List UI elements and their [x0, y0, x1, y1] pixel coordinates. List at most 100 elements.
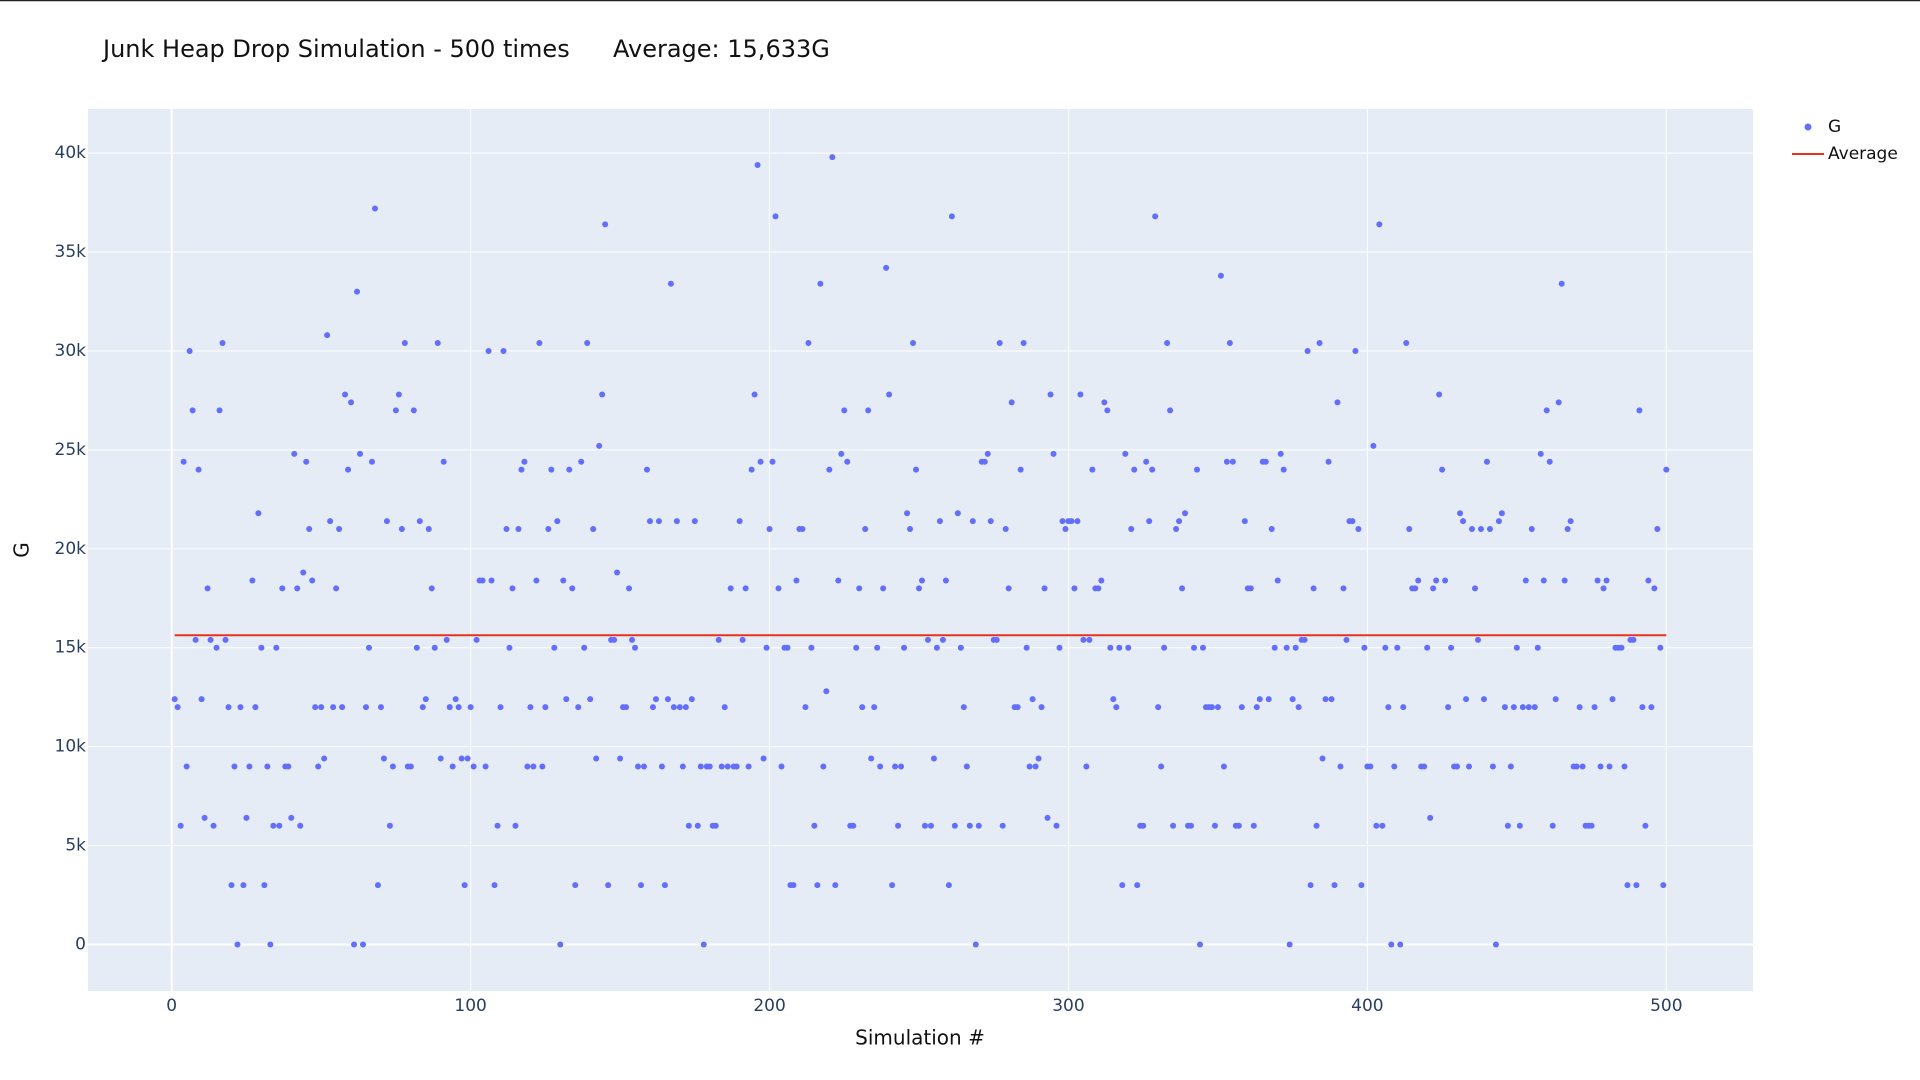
data-point: [924, 636, 931, 643]
data-point: [1385, 704, 1392, 711]
data-point: [1152, 213, 1159, 220]
data-point: [1427, 814, 1434, 821]
data-point: [1576, 704, 1583, 711]
data-point: [721, 704, 728, 711]
data-point: [1131, 466, 1138, 473]
data-point: [180, 458, 187, 465]
data-point: [1472, 585, 1479, 592]
data-point: [303, 458, 310, 465]
data-point: [910, 340, 917, 347]
data-point: [1322, 696, 1329, 703]
data-point: [1436, 391, 1443, 398]
data-point: [913, 466, 920, 473]
data-point: [1624, 882, 1631, 889]
data-point: [1361, 644, 1368, 651]
data-point: [939, 636, 946, 643]
data-point: [1292, 644, 1299, 651]
data-point: [401, 340, 408, 347]
data-point: [1525, 704, 1532, 711]
data-point: [1095, 585, 1102, 592]
data-point: [590, 526, 597, 533]
data-point: [1442, 577, 1449, 584]
data-point: [1460, 518, 1467, 525]
data-point: [174, 704, 181, 711]
data-point: [658, 763, 665, 770]
data-point: [679, 763, 686, 770]
data-point: [1501, 704, 1508, 711]
data-point: [757, 458, 764, 465]
data-point: [862, 526, 869, 533]
data-point: [536, 340, 543, 347]
data-point: [790, 882, 797, 889]
data-point: [1495, 518, 1502, 525]
data-point: [416, 518, 423, 525]
data-point: [1158, 763, 1165, 770]
data-point: [1161, 644, 1168, 651]
data-point: [1295, 704, 1302, 711]
data-point: [673, 518, 680, 525]
data-point: [297, 822, 304, 829]
data-point: [1059, 518, 1066, 525]
data-point: [270, 822, 277, 829]
data-point: [1125, 644, 1132, 651]
data-point: [1633, 882, 1640, 889]
y-tick-label: 5k: [65, 836, 86, 856]
data-point: [1376, 221, 1383, 228]
data-point: [1002, 526, 1009, 533]
data-point: [410, 407, 417, 414]
data-point: [694, 822, 701, 829]
data-point: [1430, 585, 1437, 592]
data-point: [1370, 442, 1377, 449]
data-point: [1143, 458, 1150, 465]
data-point: [832, 882, 839, 889]
data-point: [1101, 399, 1108, 406]
data-point: [467, 704, 474, 711]
data-point: [1660, 882, 1667, 889]
data-point: [775, 585, 782, 592]
data-point: [975, 822, 982, 829]
data-point: [509, 585, 516, 592]
data-point: [569, 585, 576, 592]
data-point: [437, 755, 444, 762]
data-point: [587, 696, 594, 703]
data-point: [255, 510, 262, 517]
data-point: [1035, 755, 1042, 762]
data-point: [1068, 518, 1075, 525]
data-point: [1283, 644, 1290, 651]
data-point: [898, 763, 905, 770]
data-point: [422, 696, 429, 703]
data-point: [1477, 526, 1484, 533]
data-point: [1164, 340, 1171, 347]
data-point: [688, 696, 695, 703]
data-point: [285, 763, 292, 770]
data-point: [210, 822, 217, 829]
data-point: [377, 704, 384, 711]
data-point: [670, 704, 677, 711]
data-point: [560, 577, 567, 584]
data-point: [907, 526, 914, 533]
data-point: [446, 704, 453, 711]
legend-label: Average: [1828, 144, 1898, 164]
data-point: [1188, 822, 1195, 829]
data-point: [374, 882, 381, 889]
data-point: [249, 577, 256, 584]
data-point: [664, 696, 671, 703]
data-point: [383, 518, 390, 525]
data-point: [237, 704, 244, 711]
data-point: [1110, 696, 1117, 703]
data-point: [1558, 280, 1565, 287]
x-tick-label: 200: [753, 996, 785, 1016]
data-point: [473, 636, 480, 643]
data-point: [799, 526, 806, 533]
data-point: [527, 704, 534, 711]
data-point: [1191, 644, 1198, 651]
data-point: [464, 755, 471, 762]
data-point: [1268, 526, 1275, 533]
data-point: [820, 763, 827, 770]
data-point: [1038, 704, 1045, 711]
data-point: [1089, 466, 1096, 473]
data-point: [204, 585, 211, 592]
data-point: [916, 585, 923, 592]
data-point: [581, 644, 588, 651]
data-point: [1119, 882, 1126, 889]
